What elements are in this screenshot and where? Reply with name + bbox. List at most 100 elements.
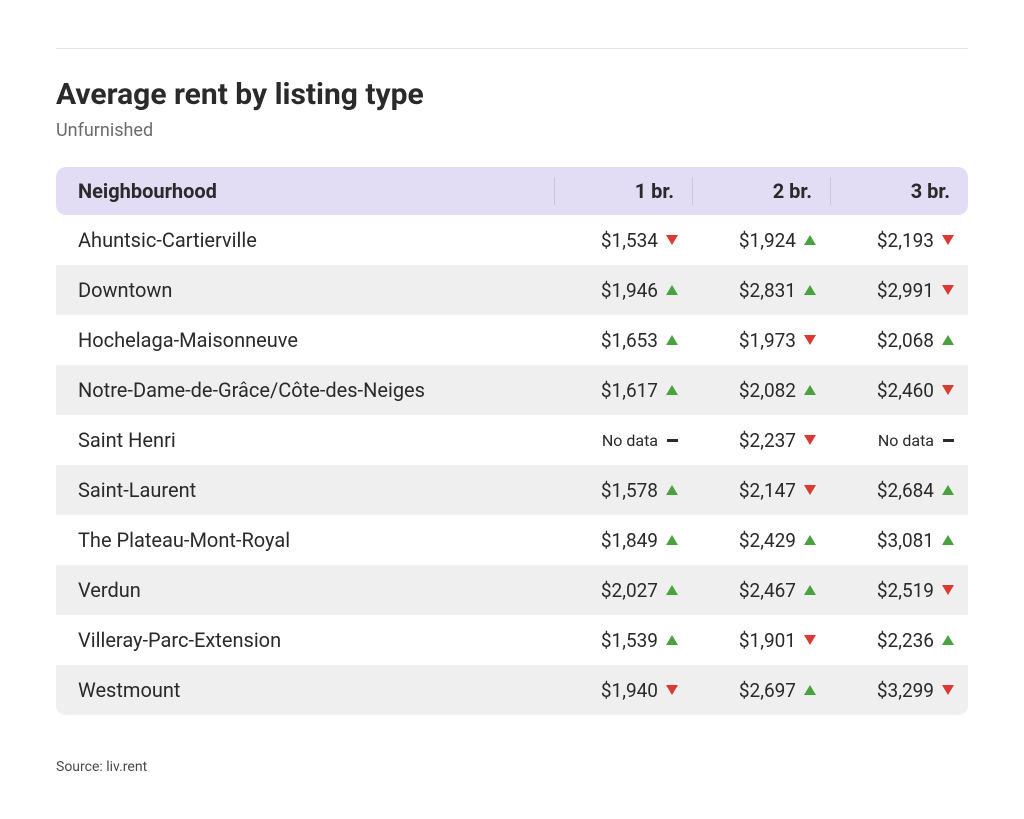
cell-3br: $2,460	[830, 365, 968, 415]
cell-1br: $1,849	[554, 515, 692, 565]
trend-down-icon	[942, 284, 954, 296]
cell-3br: $2,991	[830, 265, 968, 315]
cell-1br: $1,578	[554, 465, 692, 515]
table-row: Saint-Laurent$1,578 $2,147 $2,684	[56, 465, 968, 515]
cell-value: $2,991	[877, 279, 934, 302]
trend-up-icon	[666, 334, 678, 346]
cell-value: $2,460	[877, 379, 934, 402]
col-header-2br: 2 br.	[692, 167, 830, 215]
cell-2br: $2,237	[692, 415, 830, 465]
table-row: Verdun $2,027 $2,467 $2,519	[56, 565, 968, 615]
page-title: Average rent by listing type	[56, 77, 968, 112]
cell-3br: $2,236	[830, 615, 968, 665]
cell-neighbourhood: The Plateau-Mont-Royal	[56, 515, 554, 565]
cell-value: $3,081	[877, 529, 934, 552]
trend-up-icon	[804, 384, 816, 396]
trend-down-icon	[666, 684, 678, 696]
trend-none-icon	[666, 434, 678, 446]
cell-1br: $1,940	[554, 665, 692, 715]
cell-neighbourhood: Saint Henri	[56, 415, 554, 465]
trend-up-icon	[942, 484, 954, 496]
trend-up-icon	[804, 234, 816, 246]
cell-2br: $2,697	[692, 665, 830, 715]
cell-value: $2,684	[877, 479, 934, 502]
trend-up-icon	[942, 534, 954, 546]
trend-down-icon	[942, 234, 954, 246]
table-row: The Plateau-Mont-Royal$1,849 $2,429 $3,081	[56, 515, 968, 565]
cell-value: $3,299	[877, 679, 934, 702]
trend-up-icon	[942, 634, 954, 646]
table-header-row: Neighbourhood 1 br. 2 br. 3 br.	[56, 167, 968, 215]
cell-value: $2,467	[739, 579, 796, 602]
trend-none-icon	[942, 434, 954, 446]
cell-neighbourhood: Ahuntsic-Cartierville	[56, 215, 554, 265]
cell-neighbourhood: Saint-Laurent	[56, 465, 554, 515]
cell-value: $2,193	[877, 229, 934, 252]
cell-value: $2,697	[739, 679, 796, 702]
trend-down-icon	[666, 234, 678, 246]
cell-neighbourhood: Notre-Dame-de-Grâce/Côte-des-Neiges	[56, 365, 554, 415]
trend-down-icon	[804, 434, 816, 446]
cell-3br: $2,068	[830, 315, 968, 365]
cell-1br: $1,539	[554, 615, 692, 665]
table-body: Ahuntsic-Cartierville $1,534 $1,924 $2,193 D…	[56, 215, 968, 715]
cell-1br: $1,653	[554, 315, 692, 365]
cell-neighbourhood: Verdun	[56, 565, 554, 615]
top-rule	[56, 48, 968, 49]
trend-down-icon	[942, 384, 954, 396]
cell-2br: $2,082	[692, 365, 830, 415]
cell-value: $1,946	[601, 279, 658, 302]
table-row: Downtown $1,946 $2,831 $2,991	[56, 265, 968, 315]
cell-3br: $2,684	[830, 465, 968, 515]
rent-table: Neighbourhood 1 br. 2 br. 3 br. Ahuntsic…	[56, 167, 968, 715]
trend-up-icon	[666, 284, 678, 296]
col-header-neighbourhood: Neighbourhood	[56, 167, 554, 215]
cell-3br: $3,081	[830, 515, 968, 565]
cell-2br: $2,429	[692, 515, 830, 565]
cell-neighbourhood: Downtown	[56, 265, 554, 315]
cell-2br: $1,924	[692, 215, 830, 265]
cell-value: $1,924	[739, 229, 796, 252]
table-row: Westmount $1,940 $2,697 $3,299	[56, 665, 968, 715]
cell-value: $1,653	[601, 329, 658, 352]
cell-neighbourhood: Westmount	[56, 665, 554, 715]
table-row: Hochelaga-Maisonneuve $1,653 $1,973 $2,068	[56, 315, 968, 365]
cell-value: $2,429	[739, 529, 796, 552]
cell-value: $1,617	[601, 379, 658, 402]
trend-up-icon	[804, 284, 816, 296]
trend-up-icon	[804, 534, 816, 546]
trend-down-icon	[804, 484, 816, 496]
table-row: Notre-Dame-de-Grâce/Côte-des-Neiges $1,61…	[56, 365, 968, 415]
cell-1br: $1,617	[554, 365, 692, 415]
col-header-1br: 1 br.	[554, 167, 692, 215]
cell-value: $2,147	[739, 479, 796, 502]
cell-3br: No data	[830, 415, 968, 465]
cell-value: $2,519	[877, 579, 934, 602]
trend-down-icon	[942, 584, 954, 596]
cell-value: $1,901	[739, 629, 796, 652]
cell-value: $2,831	[739, 279, 796, 302]
cell-2br: $2,467	[692, 565, 830, 615]
cell-3br: $2,519	[830, 565, 968, 615]
report-container: Average rent by listing type Unfurnished…	[0, 0, 1024, 799]
cell-value: $1,534	[601, 229, 658, 252]
cell-3br: $2,193	[830, 215, 968, 265]
trend-down-icon	[942, 684, 954, 696]
cell-value: $2,236	[877, 629, 934, 652]
cell-1br: $1,534	[554, 215, 692, 265]
cell-2br: $1,901	[692, 615, 830, 665]
cell-neighbourhood: Villeray-Parc-Extension	[56, 615, 554, 665]
trend-up-icon	[666, 384, 678, 396]
trend-down-icon	[804, 634, 816, 646]
cell-2br: $1,973	[692, 315, 830, 365]
cell-neighbourhood: Hochelaga-Maisonneuve	[56, 315, 554, 365]
cell-value: $2,027	[601, 579, 658, 602]
cell-2br: $2,831	[692, 265, 830, 315]
cell-value: $1,940	[601, 679, 658, 702]
cell-value: No data	[602, 431, 658, 450]
table-row: Villeray-Parc-Extension $1,539 $1,901 $2,23…	[56, 615, 968, 665]
cell-value: $1,539	[601, 629, 658, 652]
cell-value: No data	[878, 431, 934, 450]
cell-1br: No data	[554, 415, 692, 465]
cell-value: $2,068	[877, 329, 934, 352]
